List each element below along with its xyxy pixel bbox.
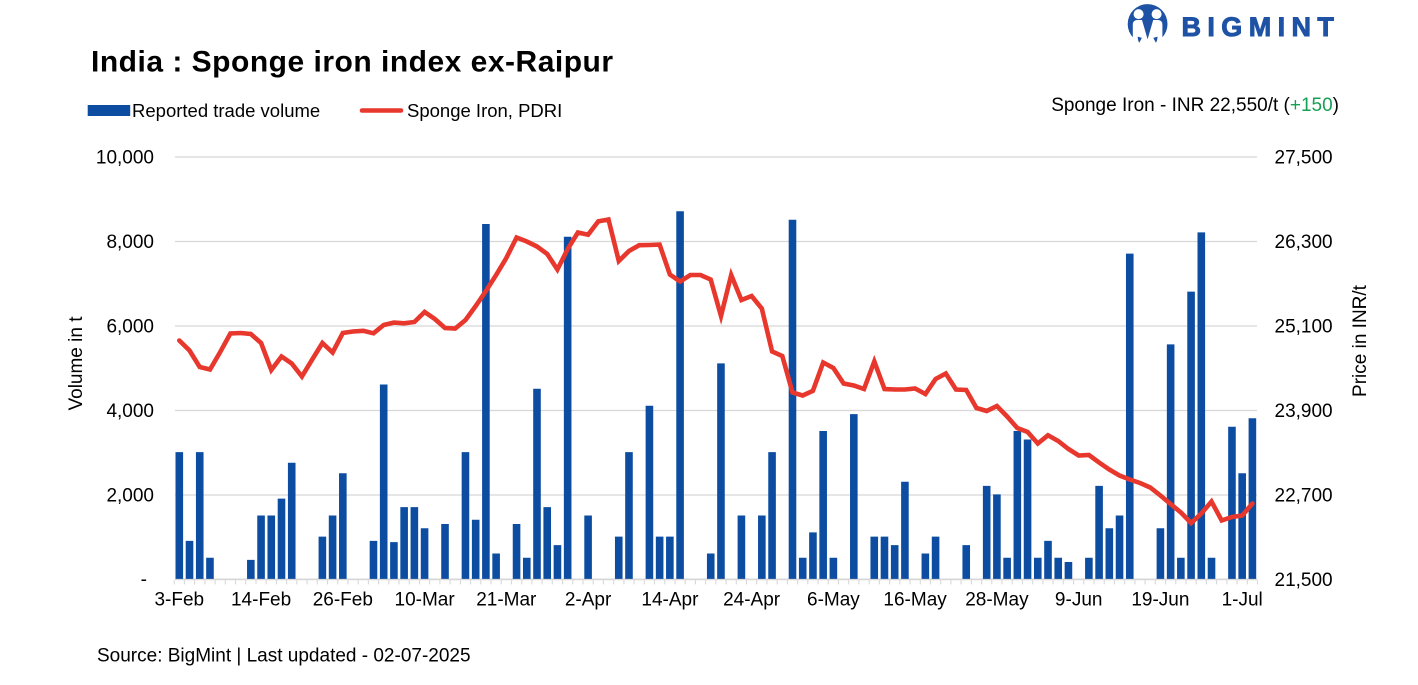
svg-text:21-Mar: 21-Mar	[476, 590, 537, 611]
svg-text:-: -	[141, 570, 147, 591]
svg-text:26-Feb: 26-Feb	[313, 590, 373, 611]
svg-text:Sponge Iron - INR 22,550/t (+1: Sponge Iron - INR 22,550/t (+150)	[1051, 95, 1339, 116]
svg-text:22,700: 22,700	[1275, 485, 1333, 506]
svg-text:10-Mar: 10-Mar	[395, 590, 456, 611]
svg-text:26,300: 26,300	[1275, 232, 1333, 253]
svg-text:3-Feb: 3-Feb	[154, 590, 204, 611]
svg-text:Price in INR/t: Price in INR/t	[1350, 284, 1371, 397]
svg-text:21,500: 21,500	[1275, 570, 1333, 591]
svg-text:14-Apr: 14-Apr	[641, 590, 699, 611]
svg-text:BIGMINT: BIGMINT	[1182, 12, 1341, 42]
svg-text:19-Jun: 19-Jun	[1131, 590, 1189, 611]
svg-text:2-Apr: 2-Apr	[565, 590, 612, 611]
svg-text:25,100: 25,100	[1275, 316, 1333, 337]
svg-text:28-May: 28-May	[965, 590, 1029, 611]
svg-text:23,900: 23,900	[1275, 401, 1333, 422]
svg-text:24-Apr: 24-Apr	[723, 590, 781, 611]
svg-text:Sponge Iron, PDRI: Sponge Iron, PDRI	[407, 100, 562, 121]
svg-text:Volume in t: Volume in t	[66, 316, 87, 411]
svg-text:14-Feb: 14-Feb	[231, 590, 291, 611]
svg-text:9-Jun: 9-Jun	[1055, 590, 1103, 611]
svg-text:6-May: 6-May	[807, 590, 860, 611]
svg-text:27,500: 27,500	[1275, 147, 1333, 168]
svg-text:4,000: 4,000	[106, 401, 154, 422]
svg-text:2,000: 2,000	[106, 485, 154, 506]
svg-text:Reported trade volume: Reported trade volume	[132, 100, 320, 121]
svg-text:India : Sponge iron index ex-R: India : Sponge iron index ex-Raipur	[91, 46, 614, 79]
svg-text:10,000: 10,000	[96, 147, 154, 168]
svg-text:1-Jul: 1-Jul	[1222, 590, 1263, 611]
svg-text:8,000: 8,000	[106, 232, 154, 253]
svg-text:6,000: 6,000	[106, 316, 154, 337]
svg-text:Source: BigMint | Last updated: Source: BigMint | Last updated - 02-07-2…	[97, 646, 471, 667]
svg-text:16-May: 16-May	[883, 590, 947, 611]
